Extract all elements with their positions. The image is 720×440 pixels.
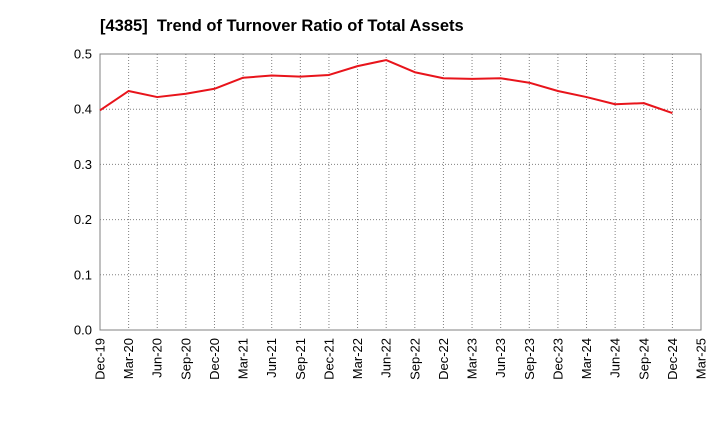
x-tick-label: Dec-20 <box>207 338 222 380</box>
x-tick-label: Jun-23 <box>493 338 508 378</box>
grid <box>100 54 701 330</box>
x-tick-label: Mar-23 <box>465 338 480 379</box>
plot-area <box>99 53 702 331</box>
x-tick-label: Dec-22 <box>436 338 451 380</box>
x-tick-label: Dec-23 <box>550 338 565 380</box>
x-tick-label: Dec-24 <box>665 338 680 380</box>
x-tick-label: Sep-23 <box>522 338 537 380</box>
x-tick-label: Dec-21 <box>321 338 336 380</box>
y-tick-label: 0.2 <box>74 212 92 227</box>
x-axis: Dec-19 Mar-20 Jun-20 Sep-20 Dec-20 Mar-21 Jun-… <box>93 338 709 380</box>
series-group <box>99 59 673 115</box>
x-tick-label: Mar-21 <box>236 338 251 379</box>
y-axis: 0.0 0.1 0.2 0.3 0.4 0.5 <box>74 47 92 338</box>
x-tick-label: Mar-22 <box>350 338 365 379</box>
x-tick-label: Jun-24 <box>608 338 623 378</box>
x-tick-label: Jun-22 <box>379 338 394 378</box>
y-tick-label: 0.3 <box>74 157 92 172</box>
x-tick-label: Mar-25 <box>694 338 709 379</box>
x-tick-label: Sep-22 <box>407 338 422 380</box>
x-tick-label: Sep-20 <box>178 338 193 380</box>
x-tick-label: Mar-20 <box>121 338 136 379</box>
x-tick-label: Jun-20 <box>150 338 165 378</box>
series-line <box>99 59 673 115</box>
y-tick-label: 0.0 <box>74 323 92 338</box>
x-tick-label: Sep-24 <box>636 338 651 380</box>
chart-title: [4385] Trend of Turnover Ratio of Total … <box>100 17 464 35</box>
x-tick-label: Jun-21 <box>264 338 279 378</box>
x-tick-label: Mar-24 <box>579 338 594 379</box>
y-tick-label: 0.4 <box>74 102 92 117</box>
y-tick-label: 0.1 <box>74 267 92 282</box>
x-tick-label: Sep-21 <box>293 338 308 380</box>
y-tick-label: 0.5 <box>74 47 92 62</box>
x-tick-label: Dec-19 <box>93 338 108 380</box>
